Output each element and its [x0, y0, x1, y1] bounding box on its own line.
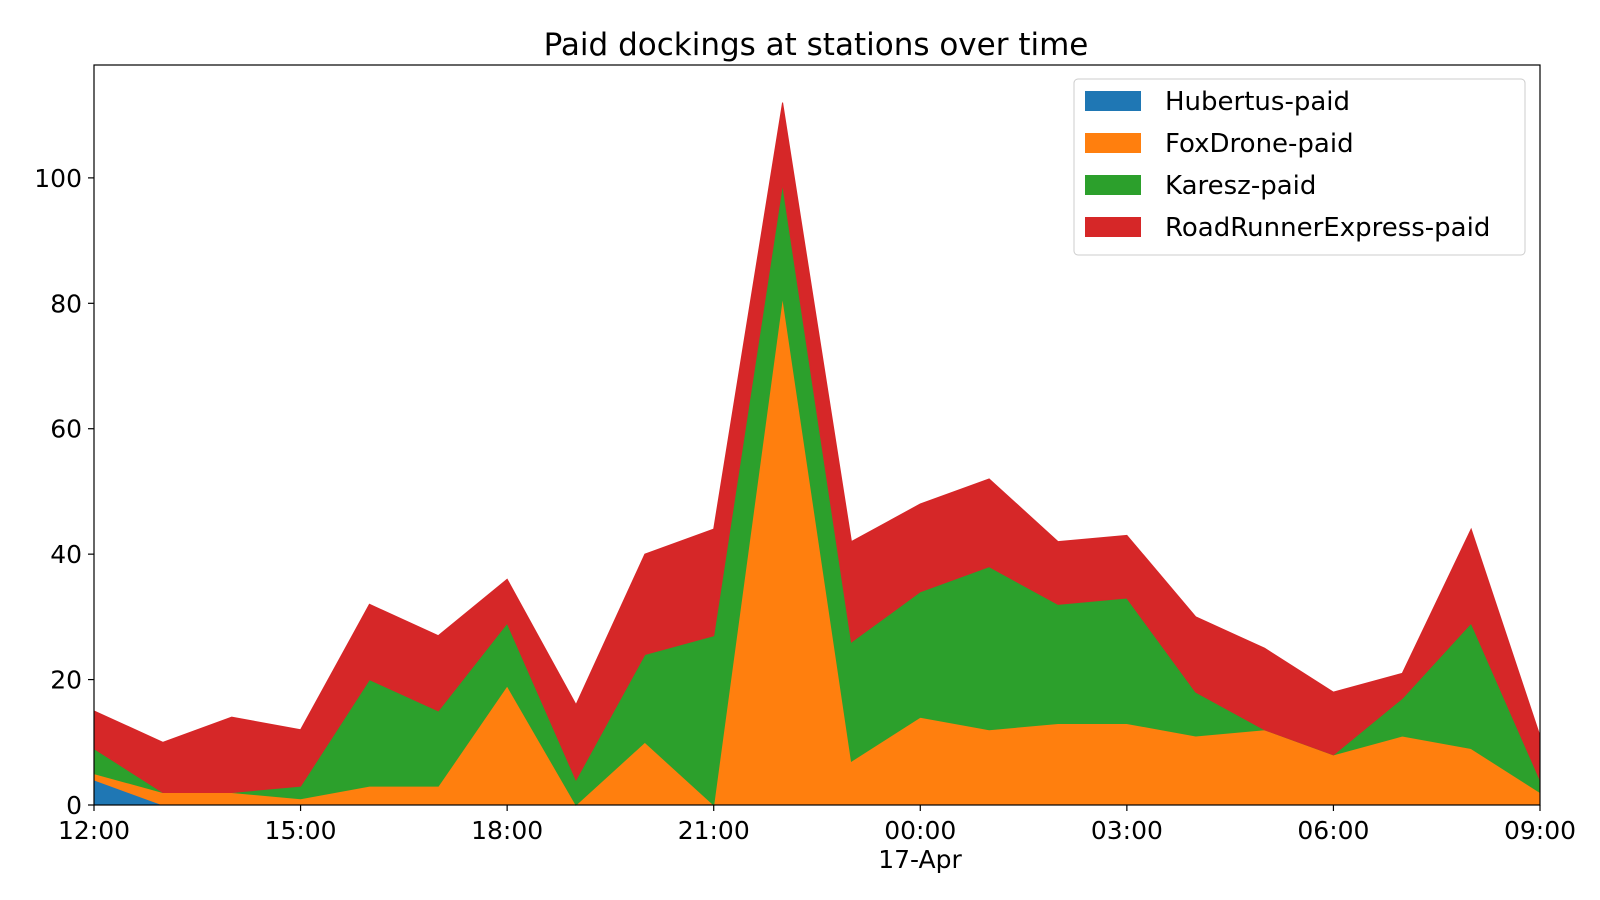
y-tick-label: 40 — [50, 540, 82, 569]
legend-label: FoxDrone-paid — [1165, 129, 1354, 159]
legend-label: Karesz-paid — [1165, 171, 1316, 201]
x-tick-label: 03:00 — [1091, 816, 1163, 845]
chart-title: Paid dockings at stations over time — [544, 27, 1089, 63]
plot-frame — [93, 64, 1541, 806]
x-tick-label: 00:00 — [884, 816, 956, 845]
x-axis: 12:00 15:00 18:00 21:00 00:00 03:00 06:00 09:00 — [58, 805, 1576, 845]
x-tick-label: 09:00 — [1504, 816, 1576, 845]
legend-swatch — [1085, 217, 1141, 237]
x-tick-label: 06:00 — [1297, 816, 1369, 845]
y-tick-label: 60 — [50, 415, 82, 444]
legend-swatch — [1085, 133, 1141, 153]
y-axis: 0 20 40 60 80 100 — [34, 164, 94, 820]
legend-swatch — [1085, 175, 1141, 195]
x-tick-label: 21:00 — [678, 816, 750, 845]
legend-swatch — [1085, 91, 1141, 111]
legend-frame — [1073, 78, 1526, 256]
legend: Hubertus-paid FoxDrone-paid Karesz-paid Roa… — [1073, 78, 1526, 256]
y-tick-label: 80 — [50, 289, 82, 318]
legend-label: RoadRunnerExpress-paid — [1165, 213, 1490, 243]
y-tick-label: 100 — [34, 164, 82, 193]
legend-label: Hubertus-paid — [1165, 87, 1350, 117]
x-tick-label: 15:00 — [265, 816, 337, 845]
x-tick-label: 12:00 — [58, 816, 130, 845]
y-tick-label: 0 — [66, 791, 82, 820]
x-axis-sublabel: 17-Apr — [878, 845, 962, 874]
y-tick-label: 20 — [50, 666, 82, 695]
x-tick-label: 18:00 — [471, 816, 543, 845]
